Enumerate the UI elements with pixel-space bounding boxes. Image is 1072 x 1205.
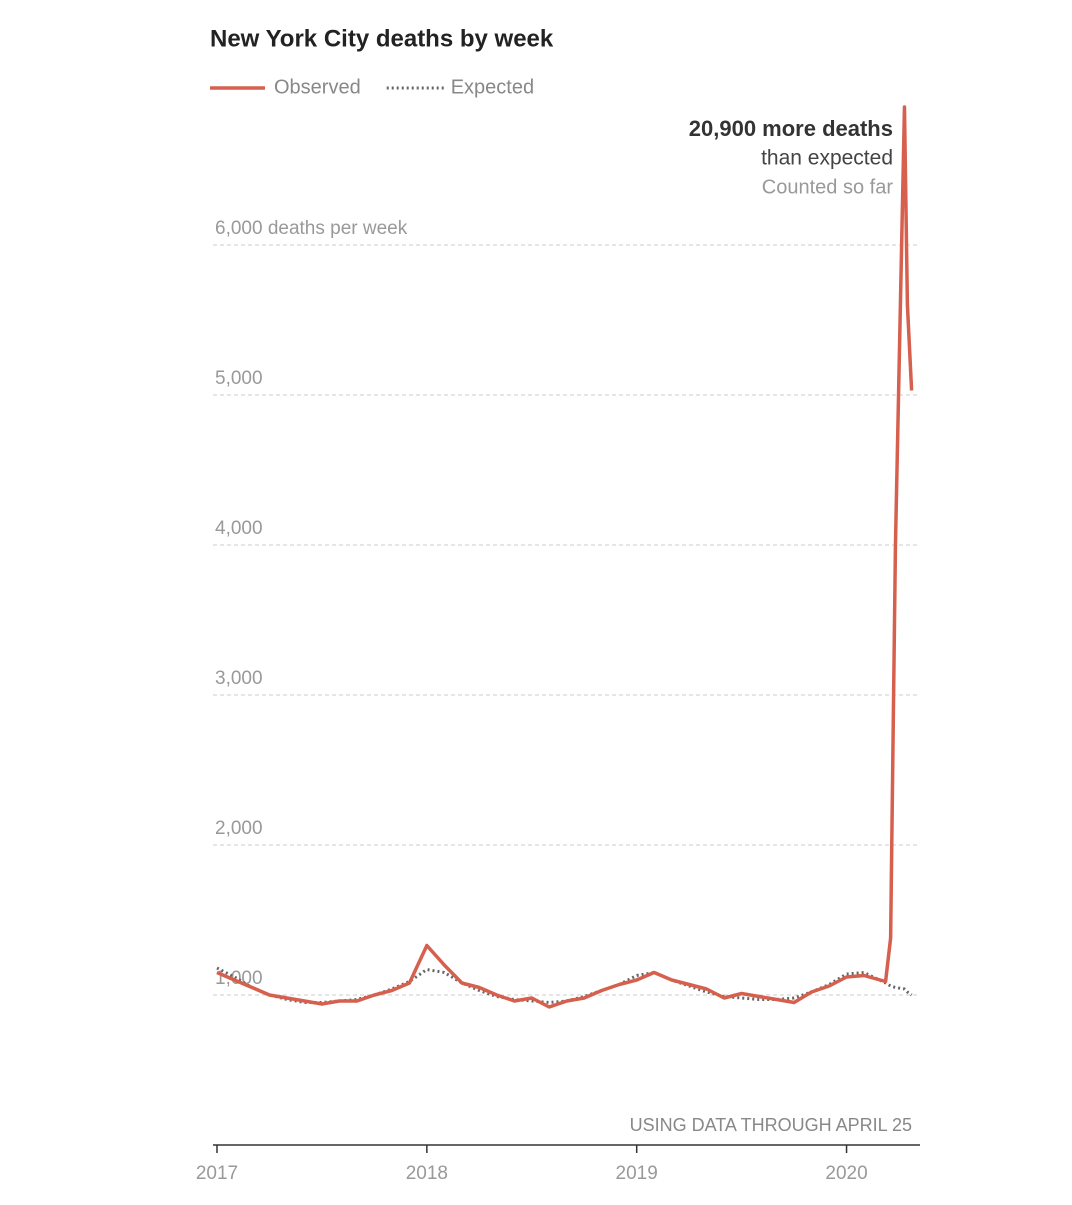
x-tick-label: 2017 — [196, 1163, 238, 1184]
y-tick-label: 3,000 — [215, 668, 263, 689]
y-tick-label: 4,000 — [215, 518, 263, 539]
y-tick-label: 2,000 — [215, 818, 263, 839]
annotation: than expected — [761, 147, 893, 170]
annotation: 20,900 more deaths — [689, 116, 893, 141]
x-tick-label: 2019 — [616, 1163, 658, 1184]
data-line — [216, 105, 914, 1009]
x-tick-label: 2020 — [825, 1163, 867, 1184]
data-line — [216, 966, 913, 1004]
chart-title: New York City deaths by week — [210, 25, 554, 52]
annotation: Counted so far — [762, 176, 894, 198]
note: USING DATA THROUGH APRIL 25 — [630, 1115, 912, 1135]
y-tick-label: 6,000 deaths per week — [215, 218, 408, 239]
legend-label: Observed — [274, 76, 361, 98]
legend-label: Expected — [451, 76, 534, 98]
y-tick-label: 5,000 — [215, 368, 263, 389]
x-tick-label: 2018 — [406, 1163, 448, 1184]
